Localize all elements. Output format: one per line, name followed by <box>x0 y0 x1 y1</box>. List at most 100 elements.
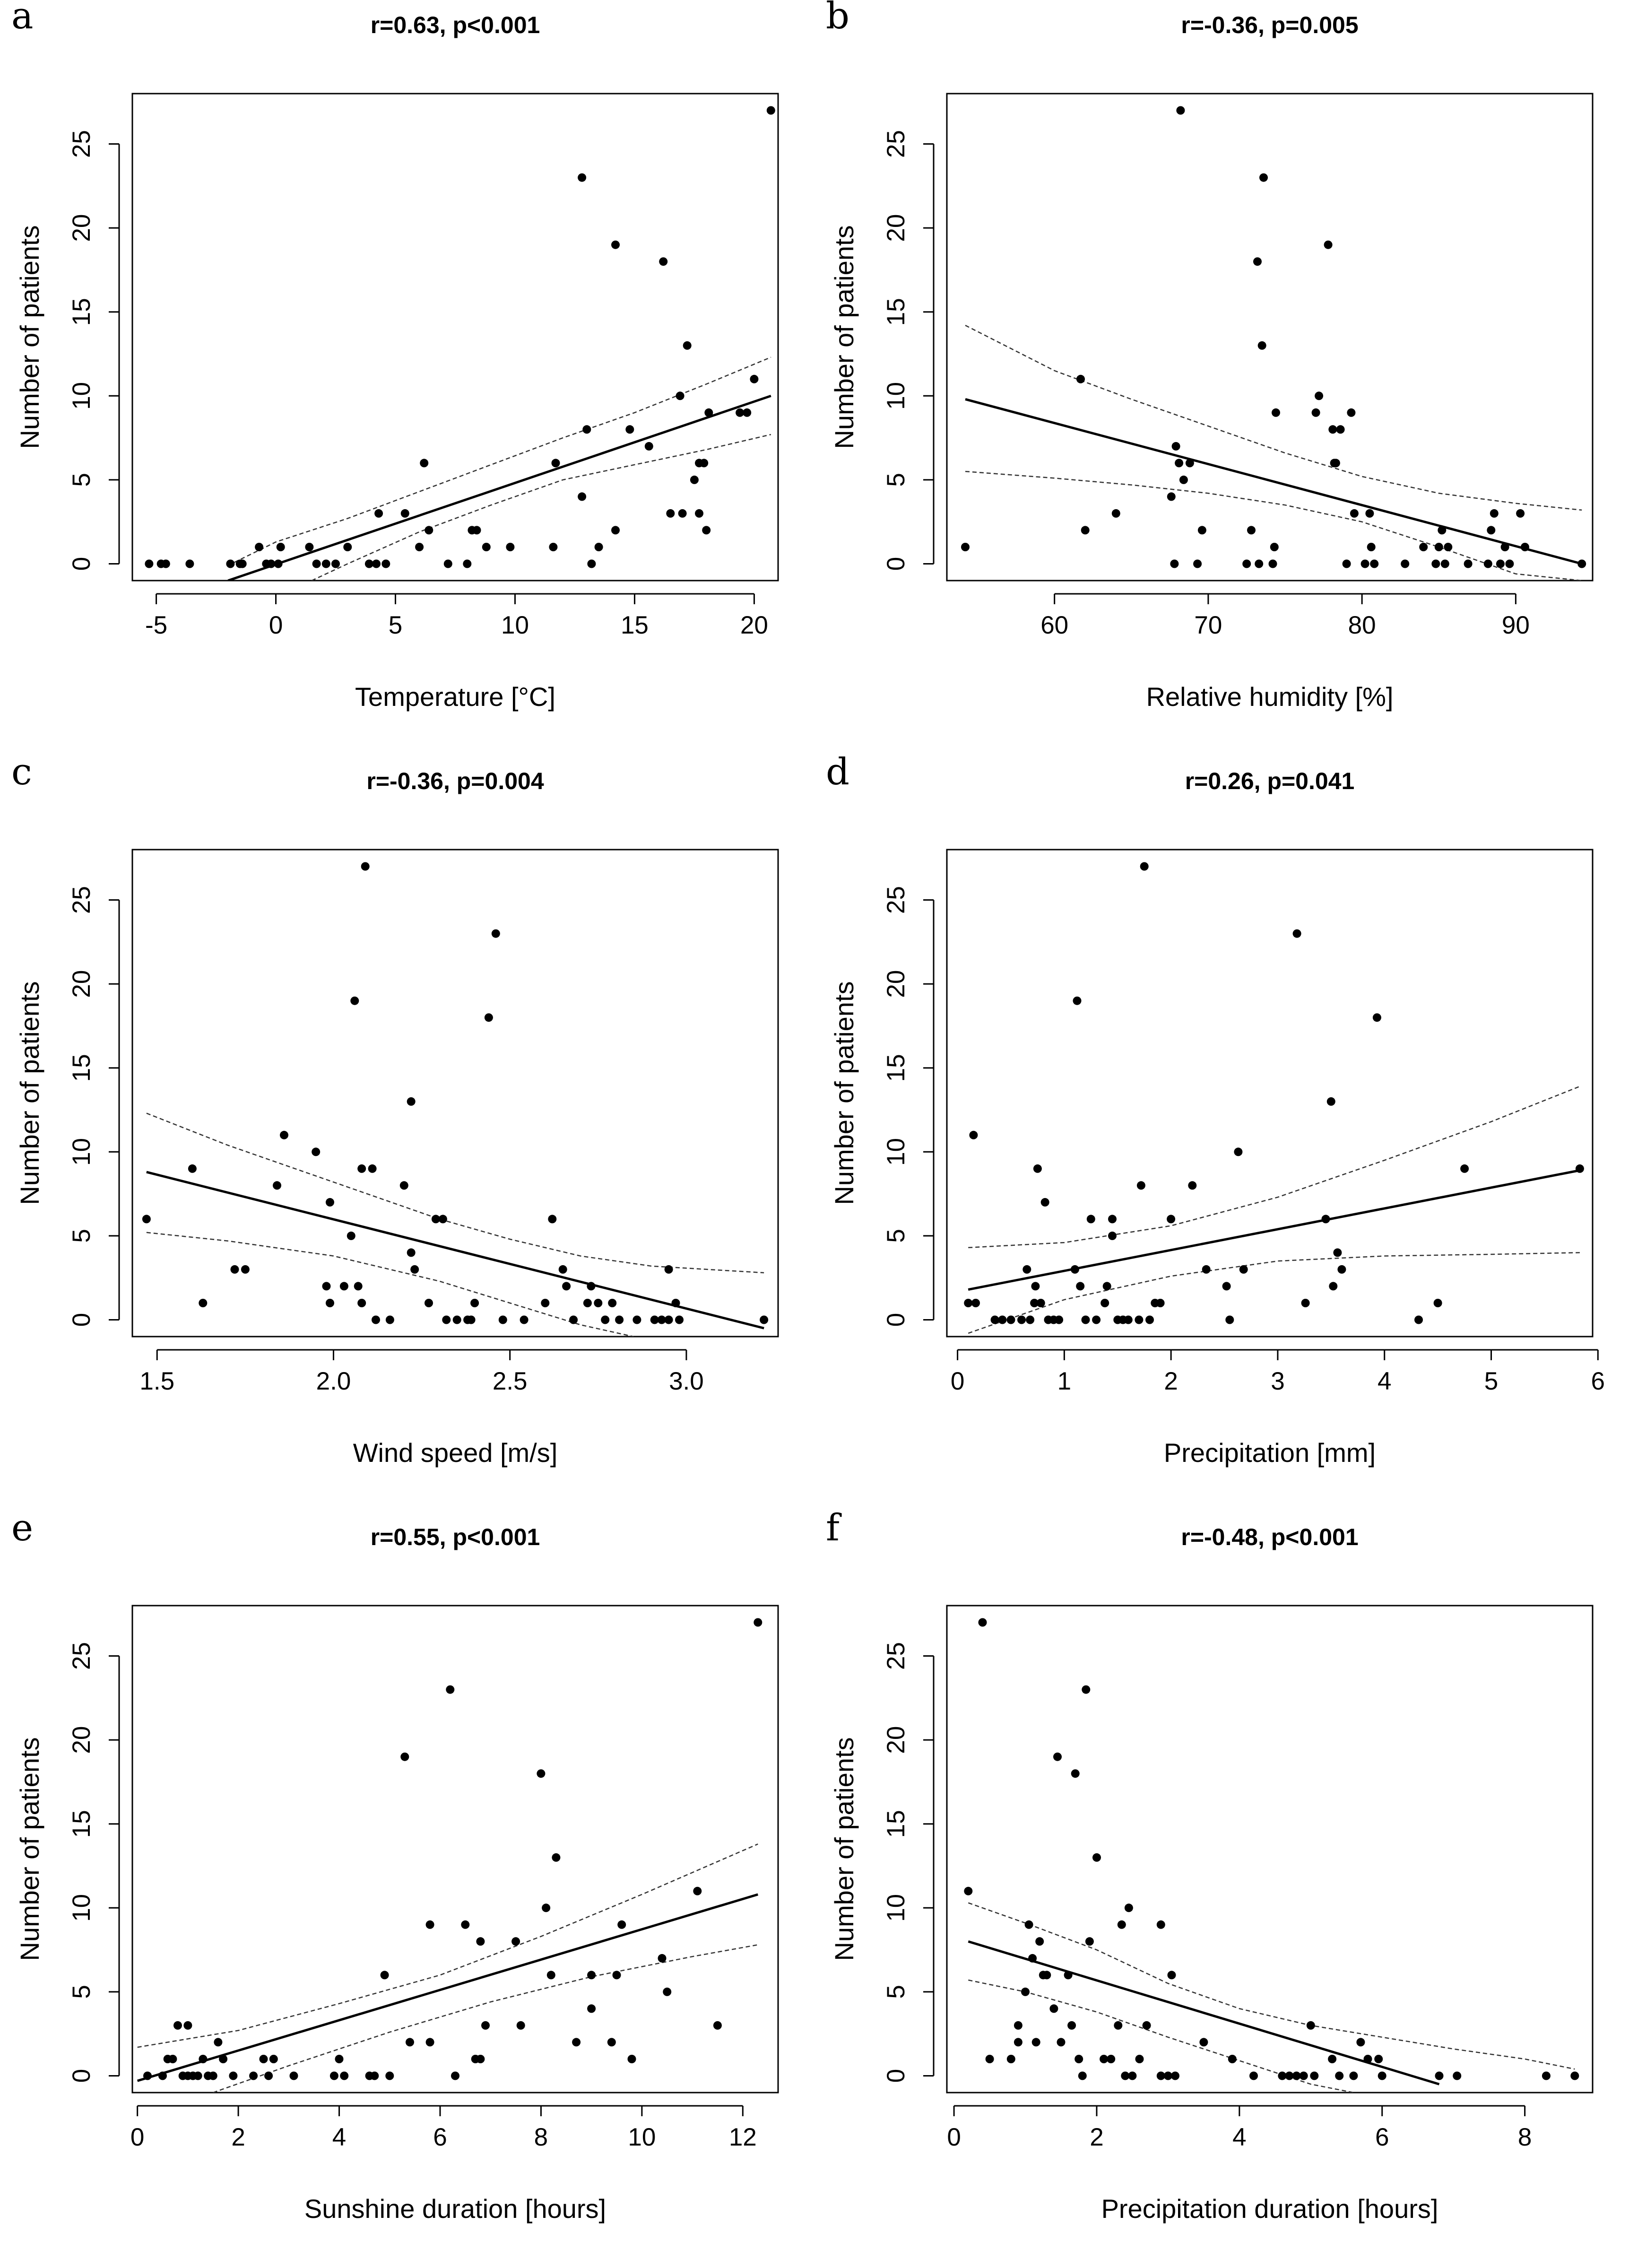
data-point <box>969 1130 978 1139</box>
data-point <box>145 559 154 568</box>
y-tick-label: 20 <box>68 970 95 998</box>
data-point <box>998 1315 1007 1324</box>
data-point <box>407 1248 416 1257</box>
y-axis: 0 5 10 15 20 25 <box>882 130 935 571</box>
data-point <box>546 1971 555 1980</box>
data-point <box>400 509 409 518</box>
data-point <box>1117 1920 1126 1929</box>
y-tick-label: 5 <box>68 1985 95 1999</box>
data-point <box>420 459 429 468</box>
y-tick-label: 25 <box>68 130 95 158</box>
data-point <box>289 2071 298 2080</box>
data-point <box>173 2021 182 2030</box>
panel-letter: f <box>826 1507 842 1549</box>
data-point <box>1328 2055 1337 2063</box>
x-tick-label: -5 <box>145 611 167 639</box>
data-point <box>671 1299 680 1307</box>
panel-letter: d <box>826 751 849 793</box>
data-point <box>1017 1315 1026 1324</box>
data-point <box>425 2038 434 2047</box>
data-point <box>425 1920 434 1929</box>
data-point <box>158 2071 167 2080</box>
x-tick-label: 90 <box>1502 611 1530 639</box>
data-point <box>1124 1315 1133 1324</box>
x-tick-label: 4 <box>332 2123 346 2151</box>
data-point <box>1040 1198 1049 1207</box>
data-point <box>1014 2038 1022 2047</box>
data-point <box>1124 1903 1133 1912</box>
data-point <box>1360 559 1369 568</box>
data-point <box>1102 1282 1111 1291</box>
data-point <box>312 1147 321 1156</box>
data-point <box>1378 2071 1386 2080</box>
x-tick-label: 5 <box>1484 1367 1498 1395</box>
data-point <box>425 1299 433 1307</box>
chart-title: r=-0.36, p=0.004 <box>366 768 544 794</box>
plot-area <box>965 324 1582 581</box>
data-point <box>1257 341 1266 350</box>
data-point <box>551 459 560 468</box>
y-tick-label: 0 <box>882 2069 910 2083</box>
data-point <box>601 1315 610 1324</box>
x-tick-label: 10 <box>501 611 529 639</box>
data-point <box>380 1971 389 1980</box>
chart-title: r=0.26, p=0.041 <box>1185 768 1355 794</box>
data-point <box>1108 1215 1117 1224</box>
data-point <box>1057 2038 1066 2047</box>
plot-frame <box>131 849 779 1338</box>
plot-frame <box>946 93 1594 582</box>
y-tick-label: 20 <box>882 1726 910 1754</box>
ci-lower-line <box>968 1252 1580 1334</box>
data-point <box>658 1954 667 1963</box>
y-tick-label: 0 <box>68 2069 95 2083</box>
x-tick-label: 4 <box>1378 1367 1391 1395</box>
data-points <box>961 106 1586 568</box>
data-point <box>644 442 653 451</box>
data-point <box>664 1315 673 1324</box>
data-point <box>1365 509 1374 518</box>
scatter-plot-b: b r=-0.36, p=0.005 60 70 80 90 Relative humidi… <box>826 0 1594 712</box>
data-point <box>1022 1265 1031 1274</box>
data-point <box>1081 526 1090 535</box>
data-point <box>482 543 491 551</box>
regression-line <box>965 398 1582 565</box>
data-point <box>587 1971 596 1980</box>
data-point <box>1028 1954 1037 1963</box>
chart-title: r=0.63, p<0.001 <box>371 12 540 38</box>
data-point <box>498 1315 507 1324</box>
data-point <box>1306 2021 1315 2030</box>
y-tick-label: 5 <box>68 473 95 487</box>
data-point <box>1081 1315 1090 1324</box>
y-tick-label: 20 <box>68 1726 95 1754</box>
x-axis-label: Sunshine duration [hours] <box>304 2194 606 2224</box>
chart-title: r=-0.36, p=0.005 <box>1181 12 1358 38</box>
data-point <box>410 1265 419 1274</box>
data-point <box>312 559 321 568</box>
data-point <box>537 1769 546 1778</box>
data-point <box>1337 1265 1346 1274</box>
data-points <box>143 1618 763 2080</box>
ci-upper-line <box>965 324 1582 511</box>
x-axis-label: Wind speed [m/s] <box>353 1438 558 1468</box>
y-tick-label: 15 <box>882 1054 910 1082</box>
data-point <box>1128 2071 1137 2080</box>
data-point <box>161 559 170 568</box>
data-point <box>1142 2021 1151 2030</box>
data-point <box>1071 1769 1080 1778</box>
data-point <box>1140 862 1149 871</box>
data-point <box>467 1315 476 1324</box>
data-point <box>230 1265 239 1274</box>
data-point <box>249 2071 258 2080</box>
data-point <box>617 1920 626 1929</box>
data-point <box>1249 2071 1258 2080</box>
y-tick-label: 0 <box>68 557 95 571</box>
data-point <box>766 106 775 115</box>
y-tick-label: 5 <box>882 1229 910 1243</box>
data-point <box>305 543 314 551</box>
data-point <box>1434 543 1443 551</box>
data-point <box>214 2038 223 2047</box>
y-tick-label: 20 <box>882 970 910 998</box>
x-tick-label: 0 <box>951 1367 964 1395</box>
data-point <box>1035 1937 1044 1946</box>
regression-line <box>137 1893 759 2082</box>
